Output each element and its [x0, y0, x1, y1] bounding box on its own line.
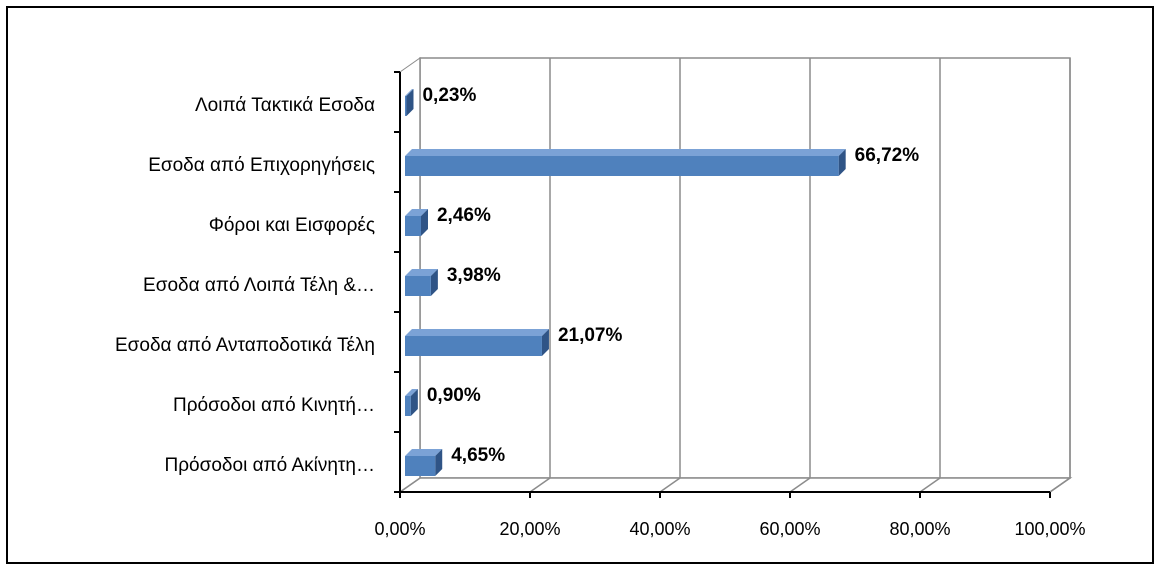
- grid-line-floor: [529, 477, 551, 493]
- bar-side: [430, 269, 438, 296]
- bar-side: [420, 209, 428, 236]
- value-label: 4,65%: [451, 445, 505, 466]
- y-tick-label: Φόροι και Εισφορές: [209, 215, 375, 236]
- value-label: 0,23%: [422, 85, 476, 106]
- y-tick-label: Εσοδα από Λοιπά Τέλη &…: [143, 275, 375, 296]
- bar-top: [405, 209, 428, 216]
- y-tick-label: Λοιπά Τακτικά Εσοδα: [195, 95, 375, 116]
- value-label: 2,46%: [437, 205, 491, 226]
- floor: [397, 477, 1073, 493]
- x-tick-label: 100,00%: [1014, 519, 1085, 539]
- bar: [405, 396, 411, 416]
- grid-line-floor: [659, 477, 681, 493]
- value-label: 66,72%: [855, 145, 920, 166]
- grid-line-floor: [789, 477, 811, 493]
- y-tick-label: Εσοδα από Επιχορηγήσεις: [148, 155, 375, 176]
- x-tick-label: 0,00%: [374, 519, 425, 539]
- bar: [405, 276, 431, 296]
- grid-line-floor: [399, 477, 421, 493]
- bar: [405, 96, 407, 116]
- y-tick-label: Εσοδα από Ανταποδοτικά Τέλη: [115, 335, 375, 356]
- bar-top: [405, 89, 414, 96]
- x-tick-label: 80,00%: [889, 519, 950, 539]
- bar-top: [405, 389, 418, 396]
- grid-line-floor: [1049, 477, 1071, 493]
- bar: [405, 216, 421, 236]
- value-label: 3,98%: [447, 265, 501, 286]
- value-label: 21,07%: [558, 325, 623, 346]
- bar-top: [405, 269, 438, 276]
- grid-line-floor: [919, 477, 941, 493]
- bar-side: [410, 389, 418, 416]
- value-label: 0,90%: [427, 385, 481, 406]
- bar-side: [541, 329, 549, 356]
- y-tick-label: Πρόσοδοι από Κινητή…: [173, 395, 375, 416]
- y-tick-label: Πρόσοδοι από Ακίνητη…: [165, 455, 375, 476]
- bar-top: [405, 149, 846, 156]
- back-wall: [419, 57, 1071, 479]
- x-tick-label: 20,00%: [499, 519, 560, 539]
- bar: [405, 336, 542, 356]
- x-tick-label: 60,00%: [759, 519, 820, 539]
- bar-top: [405, 449, 443, 456]
- bar-side: [838, 149, 846, 176]
- bar-side: [435, 449, 443, 476]
- bar-side: [406, 89, 414, 116]
- bar: [405, 156, 839, 176]
- x-tick-label: 40,00%: [629, 519, 690, 539]
- bar: [405, 456, 436, 476]
- bar-top: [405, 329, 549, 336]
